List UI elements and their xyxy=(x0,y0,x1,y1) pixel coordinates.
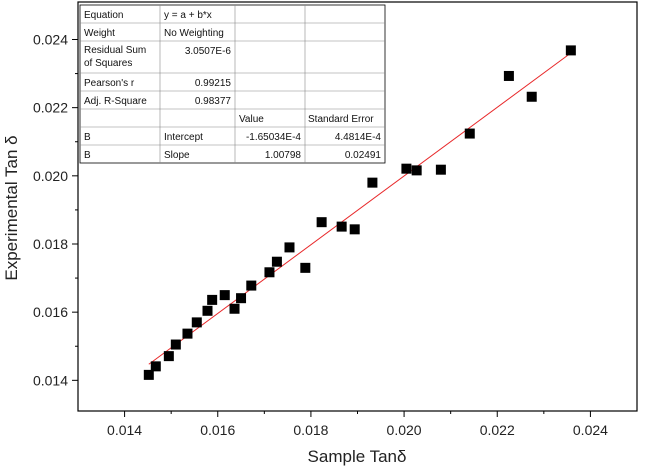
data-point xyxy=(219,290,230,301)
data-point xyxy=(246,280,257,291)
data-point xyxy=(284,242,295,253)
ticks: 0.014 0.016 0.018 0.020 0.022 0.024 0.014 0.016… xyxy=(33,31,608,438)
data-point xyxy=(526,91,537,102)
data-point xyxy=(411,165,422,176)
x-axis-title: Sample Tanδ xyxy=(308,447,407,466)
table-cell: No Weighting xyxy=(164,28,224,39)
data-point xyxy=(349,224,360,235)
table-cell: 0.02491 xyxy=(345,150,382,161)
data-point xyxy=(336,221,347,232)
table-cell: Slope xyxy=(164,150,190,161)
table-cell: Value xyxy=(239,114,264,125)
data-point xyxy=(565,45,576,56)
x-tick-label: 0.024 xyxy=(573,422,608,438)
data-point xyxy=(202,305,213,316)
y-tick-label: 0.014 xyxy=(33,372,68,388)
table-cell: 1.00798 xyxy=(265,150,302,161)
table-cell: Equation xyxy=(84,10,123,21)
table-cell: 4.4814E-4 xyxy=(335,132,382,143)
data-point xyxy=(236,293,247,304)
table-cell: Pearson's r xyxy=(84,78,135,89)
fit-results-table: Equation y = a + b*x Weight No Weighting Res… xyxy=(79,4,386,164)
table-cell: 0.99215 xyxy=(195,78,232,89)
table-background xyxy=(79,4,386,164)
table-cell: of Squares xyxy=(84,58,132,69)
table-cell: Weight xyxy=(84,28,115,39)
x-tick-label: 0.018 xyxy=(293,422,328,438)
data-point xyxy=(435,164,446,175)
x-tick-label: 0.020 xyxy=(387,422,422,438)
data-point xyxy=(316,217,327,228)
fit-line xyxy=(148,52,572,365)
y-tick-label: 0.016 xyxy=(33,304,68,320)
table-cell: Intercept xyxy=(164,132,203,143)
y-tick-label: 0.018 xyxy=(33,236,68,252)
x-tick-label: 0.014 xyxy=(107,422,142,438)
data-point xyxy=(401,163,412,174)
data-point xyxy=(367,177,378,188)
data-point xyxy=(503,70,514,81)
x-tick-label: 0.022 xyxy=(480,422,515,438)
table-cell: Residual Sum xyxy=(84,45,146,56)
y-tick-label: 0.022 xyxy=(33,100,68,116)
data-point xyxy=(182,328,193,339)
data-point xyxy=(464,128,475,139)
data-point xyxy=(207,294,218,305)
data-point xyxy=(170,339,181,350)
data-point xyxy=(229,303,240,314)
data-point xyxy=(143,369,154,380)
y-tick-label: 0.024 xyxy=(33,31,68,47)
data-point xyxy=(191,317,202,328)
data-point xyxy=(264,267,275,278)
data-points xyxy=(143,45,576,380)
table-cell: 3.0507E-6 xyxy=(185,46,232,57)
table-cell: Standard Error xyxy=(308,114,374,125)
y-axis-title: Experimental Tan δ xyxy=(2,135,21,280)
table-cell: 0.98377 xyxy=(195,96,232,107)
data-point xyxy=(163,351,174,362)
table-cell: B xyxy=(84,132,91,143)
table-cell: Adj. R-Square xyxy=(84,96,147,107)
table-cell: y = a + b*x xyxy=(164,10,212,21)
x-tick-label: 0.016 xyxy=(200,422,235,438)
table-cell: -1.65034E-4 xyxy=(246,132,301,143)
data-point xyxy=(150,361,161,372)
table-cell: B xyxy=(84,150,91,161)
data-point xyxy=(300,262,311,273)
y-tick-label: 0.020 xyxy=(33,168,68,184)
data-point xyxy=(271,256,282,267)
